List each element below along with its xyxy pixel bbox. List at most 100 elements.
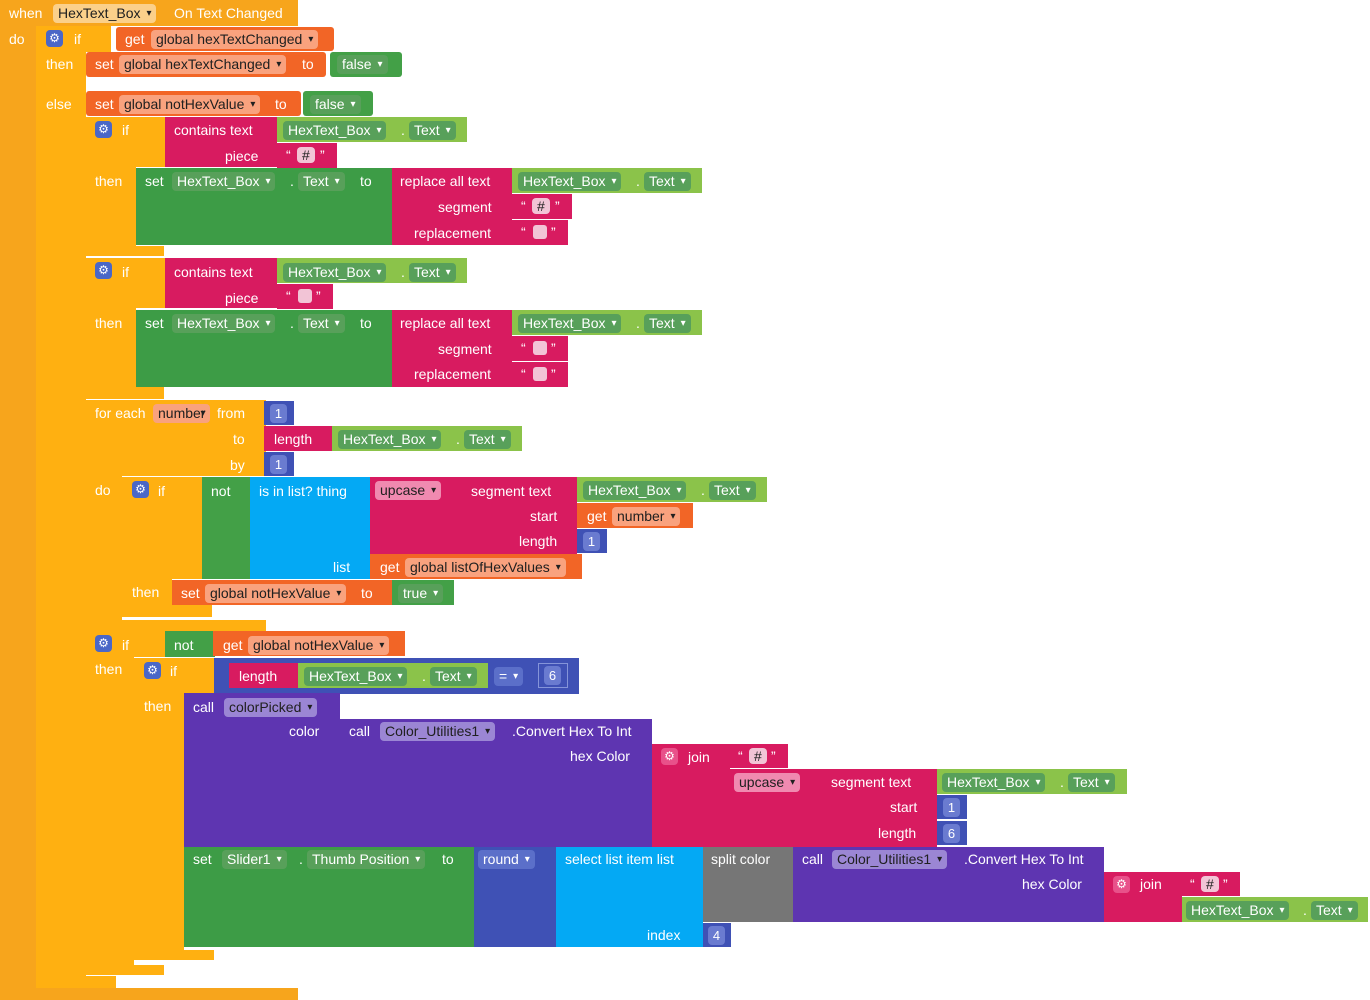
hash-text-field[interactable]: # — [749, 748, 767, 764]
select-list-item-block[interactable] — [556, 847, 703, 947]
join-gear-icon[interactable]: ⚙ — [1113, 876, 1130, 893]
color-utilities-dropdown[interactable]: Color_Utilities1 — [832, 850, 948, 869]
split-color-block[interactable] — [703, 847, 793, 922]
contains-text-label: contains text — [174, 122, 253, 138]
upcase-dropdown[interactable]: upcase — [375, 481, 442, 500]
hexbox-dropdown[interactable]: HexText_Box — [1186, 901, 1290, 920]
hexbox-dropdown[interactable]: HexText_Box — [172, 314, 276, 333]
text-prop-dropdown[interactable]: Text — [298, 172, 345, 191]
number-start-field[interactable]: 1 — [943, 798, 960, 817]
colorpicked-dropdown[interactable]: colorPicked — [224, 698, 318, 717]
hexbox-dropdown[interactable]: HexText_Box — [304, 667, 408, 686]
false-dropdown[interactable]: false — [337, 55, 388, 74]
hexbox-dropdown[interactable]: HexText_Box — [283, 263, 387, 282]
text-prop-dropdown[interactable]: Text — [464, 430, 511, 449]
thumb-position-dropdown[interactable]: Thumb Position — [307, 850, 426, 869]
call-colorpicked-block[interactable] — [184, 693, 340, 847]
replacement-label: replacement — [414, 366, 492, 382]
then-label: then — [132, 584, 160, 600]
hexbox-dropdown[interactable]: HexText_Box — [172, 172, 276, 191]
event-do-label: do — [9, 31, 25, 47]
hexbox-dropdown[interactable]: HexText_Box — [283, 121, 387, 140]
hexbox-dropdown[interactable]: HexText_Box — [942, 773, 1046, 792]
hexbox-dropdown[interactable]: HexText_Box — [583, 481, 687, 500]
segment-text-block[interactable] — [822, 769, 937, 847]
event-body-spine — [0, 26, 36, 988]
not-block[interactable] — [202, 477, 250, 579]
hexbox-dropdown[interactable]: HexText_Box — [338, 430, 442, 449]
for-each-spine — [86, 476, 122, 622]
text-prop-dropdown[interactable]: Text — [709, 481, 756, 500]
length-label: length — [878, 825, 917, 841]
if-gear-icon[interactable]: ⚙ — [132, 481, 149, 498]
false-dropdown[interactable]: false — [310, 95, 361, 114]
space-text-field[interactable] — [298, 289, 312, 303]
hex-color-label: hex Color — [1022, 876, 1082, 892]
var-nothexvalue-dropdown[interactable]: global notHexValue — [248, 636, 390, 655]
to-label: to — [361, 585, 373, 601]
var-nothexvalue-dropdown[interactable]: global notHexValue — [119, 95, 261, 114]
text-prop-dropdown[interactable]: Text — [409, 263, 456, 282]
start-label: start — [530, 508, 558, 524]
if-gear-icon[interactable]: ⚙ — [144, 662, 161, 679]
text-prop-dropdown[interactable]: Text — [430, 667, 477, 686]
length-block[interactable] — [264, 426, 334, 451]
equals-operator-dropdown[interactable]: = — [494, 667, 524, 686]
number-index-field[interactable]: 4 — [708, 926, 725, 945]
hash-text-field[interactable]: # — [297, 147, 315, 163]
number-by-field[interactable]: 1 — [270, 455, 287, 474]
not-block[interactable] — [165, 631, 215, 657]
text-prop-dropdown[interactable]: Text — [1311, 901, 1358, 920]
empty-text-field[interactable] — [533, 367, 547, 381]
var-listofhexvalues-dropdown[interactable]: global listOfHexValues — [405, 558, 566, 577]
dot-label: . — [422, 668, 426, 684]
segment-text-block[interactable] — [462, 477, 577, 554]
text-prop-dropdown[interactable]: Text — [644, 172, 691, 191]
round-dropdown[interactable]: round — [478, 850, 535, 869]
true-dropdown[interactable]: true — [398, 584, 444, 603]
space-text-field[interactable] — [533, 341, 547, 355]
slider-dropdown[interactable]: Slider1 — [222, 850, 287, 869]
var-nothexvalue-dropdown[interactable]: global notHexValue — [205, 584, 347, 603]
replace-all-text-block[interactable] — [392, 168, 512, 245]
empty-text-field[interactable] — [533, 225, 547, 239]
segment-text-label: segment text — [831, 774, 912, 790]
number-length-field[interactable]: 1 — [583, 532, 600, 551]
var-hextextchanged-set-dropdown[interactable]: global hexTextChanged — [119, 55, 287, 74]
color-utilities-dropdown[interactable]: Color_Utilities1 — [380, 722, 496, 741]
piece-label: piece — [225, 148, 259, 164]
upcase-dropdown[interactable]: upcase — [734, 773, 801, 792]
length-block[interactable] — [229, 663, 299, 688]
dot-label: . — [636, 315, 640, 331]
number-from-field[interactable]: 1 — [270, 404, 287, 423]
if-gear-icon[interactable]: ⚙ — [95, 121, 112, 138]
replace-all-text-block[interactable] — [392, 310, 512, 387]
if-gear-icon[interactable]: ⚙ — [95, 262, 112, 279]
hexbox-dropdown[interactable]: HexText_Box — [518, 172, 622, 191]
hexbox-dropdown[interactable]: HexText_Box — [518, 314, 622, 333]
number-var-dropdown[interactable]: number — [612, 507, 681, 526]
dot-label: . — [456, 431, 460, 447]
number-var-field[interactable]: number — [153, 404, 211, 423]
index-label: index — [647, 927, 681, 943]
get-label: get — [223, 637, 243, 653]
text-prop-dropdown[interactable]: Text — [644, 314, 691, 333]
text-prop-dropdown[interactable]: Text — [409, 121, 456, 140]
if-gear-icon[interactable]: ⚙ — [95, 635, 112, 652]
number-six-field[interactable]: 6 — [544, 666, 561, 685]
to-label: to — [360, 315, 372, 331]
number-length-field[interactable]: 6 — [943, 824, 960, 843]
hash-text-field[interactable]: # — [1201, 876, 1219, 892]
join-gear-icon[interactable]: ⚙ — [661, 748, 678, 765]
contains-text-block[interactable] — [165, 117, 277, 167]
if-not-nothexvalue-bottom — [86, 965, 164, 975]
text-prop-dropdown[interactable]: Text — [1068, 773, 1115, 792]
contains-text-block[interactable] — [165, 258, 277, 308]
text-prop-dropdown[interactable]: Text — [298, 314, 345, 333]
event-component-dropdown[interactable]: HexText_Box — [53, 4, 157, 23]
then-label: then — [95, 315, 123, 331]
hash-text-field[interactable]: # — [532, 198, 550, 214]
var-hextextchanged-dropdown[interactable]: global hexTextChanged — [151, 30, 319, 49]
outer-if-gear-icon[interactable]: ⚙ — [46, 30, 63, 47]
is-in-list-block[interactable] — [250, 477, 370, 579]
